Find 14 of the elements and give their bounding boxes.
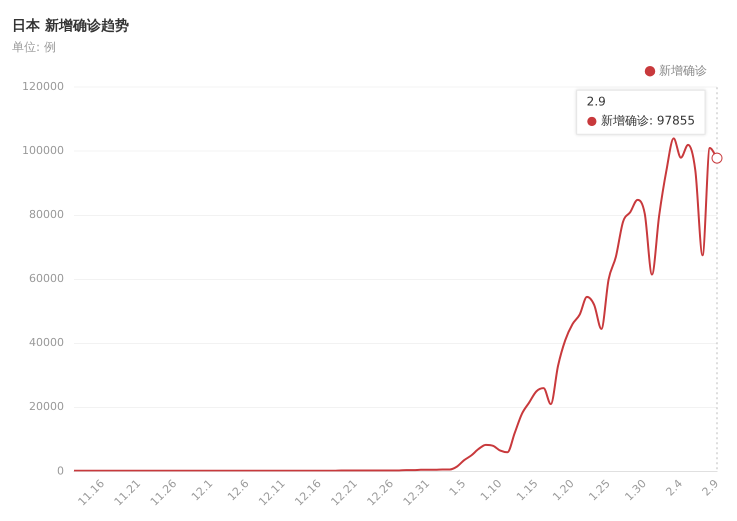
- y-tick-label: 100000: [22, 144, 64, 158]
- x-tick-label: 2.9: [700, 477, 722, 499]
- y-tick-label: 120000: [22, 80, 64, 94]
- chart-subtitle: 单位: 例: [12, 40, 56, 54]
- y-tick-label: 40000: [28, 336, 64, 350]
- annotation: 2.9 ● 新增确诊: 97855: [586, 94, 696, 128]
- chart-title: 日本 新增确诊趋势: [12, 17, 129, 34]
- y-tick-label: 80000: [28, 208, 64, 222]
- y-tick-label: 20000: [28, 400, 64, 414]
- y-tick-label: 60000: [28, 272, 64, 286]
- x-tick-label: 1.5: [446, 477, 468, 499]
- x-tick-label: 2.4: [663, 477, 686, 499]
- y-tick-label: 0: [56, 464, 64, 478]
- legend-label: 新增确诊: [659, 63, 707, 78]
